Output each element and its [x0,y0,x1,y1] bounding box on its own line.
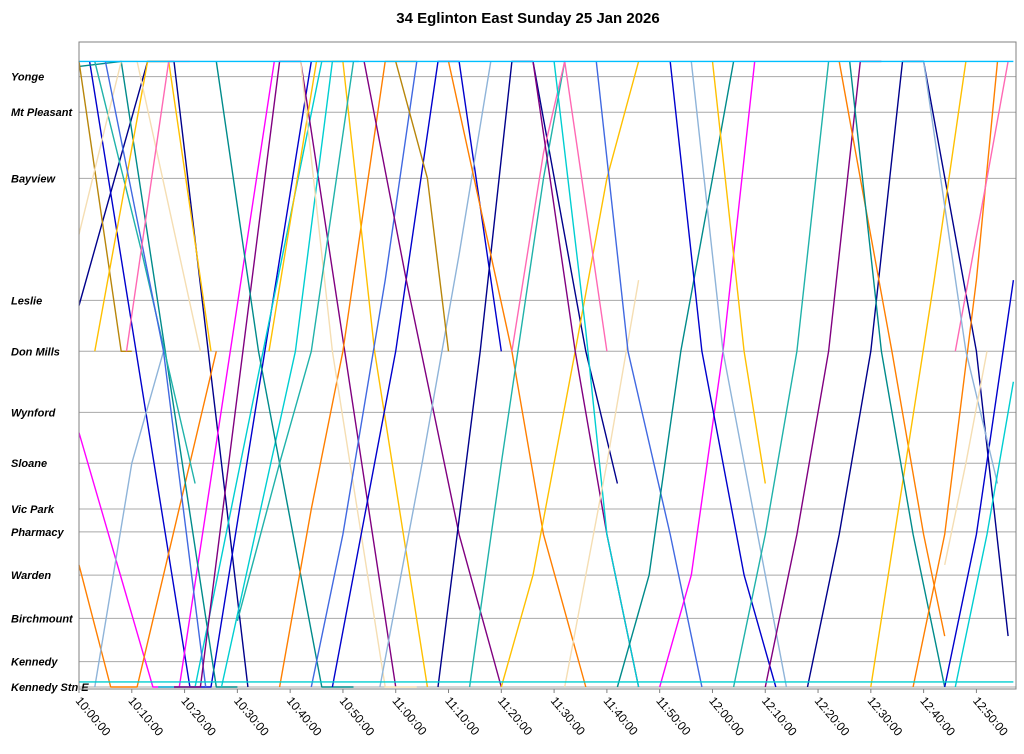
trip-line [94,61,196,484]
time-tick-label: 11:10:00 [442,694,482,738]
time-tick-label: 12:30:00 [865,694,906,739]
trip-line [215,61,354,688]
stop-label: Yonge [11,72,44,84]
stop-labels: Yonge Mt Pleasant Bayview Leslie Don Mills Wy… [11,72,89,694]
trip-line [922,61,999,484]
stop-label: Kennedy Stn E [11,682,89,694]
trip-line [690,61,788,688]
trip-line [669,61,777,688]
time-tick-label: 10:00:00 [73,694,114,739]
stop-label: Kennedy [11,657,58,669]
trip-line [564,279,640,688]
time-tick-label: 10:40:00 [284,694,325,739]
trip-line [395,61,450,352]
time-tick-label: 12:00:00 [706,694,747,739]
trip-line [300,61,417,688]
time-tick-label: 10:50:00 [337,694,378,739]
trip-line [806,60,1009,688]
trip-line [732,61,830,688]
stop-label: Don Mills [11,346,60,358]
stop-label: Leslie [11,295,42,307]
trip-line [310,61,418,688]
stop-label: Vic Park [11,504,55,516]
time-tick-label: 11:40:00 [601,694,641,738]
trip-line [94,351,165,688]
time-tick-label: 12:10:00 [759,694,800,739]
stop-label: Wynford [11,407,56,419]
trip-line [595,61,703,688]
stop-label: Pharmacy [11,527,64,539]
time-tick-label: 10:20:00 [178,694,219,739]
trip-line [954,381,1015,688]
time-axis-labels: 10:00:00 10:10:00 10:20:00 10:30:00 10:40:00… [73,689,1011,739]
time-tick-label: 12:40:00 [917,694,958,739]
trip-line [944,351,988,566]
time-tick-label: 11:00:00 [389,694,429,738]
trip-lines [78,60,1015,688]
trip-line [447,61,587,688]
trip-line [838,61,946,637]
trip-line [954,61,1009,352]
stop-label: Mt Pleasant [11,107,73,119]
trip-line [511,60,608,352]
time-tick-label: 12:20:00 [812,694,853,739]
trip-line [363,61,502,688]
trip-line [870,61,967,688]
trip-line [659,61,756,688]
trip-line [764,60,882,688]
stop-label: Birchmount [11,613,74,625]
trip-line [468,61,566,688]
stop-label: Warden [11,570,51,582]
plot-frame [78,41,1017,690]
time-tick-label: 10:10:00 [125,694,166,739]
time-tick-label: 10:30:00 [231,694,272,739]
trip-line [500,61,640,688]
trip-line [174,60,397,688]
time-tick-label: 11:20:00 [495,694,535,738]
trip-line [616,61,735,688]
trip-line [78,61,132,352]
stop-label: Sloane [11,458,47,470]
trip-line [379,61,492,688]
time-tick-label: 11:30:00 [548,694,588,738]
trip-line [553,61,640,688]
chart-title: 34 Eglinton East Sunday 25 Jan 2026 [396,10,659,27]
trip-line [912,61,999,688]
stop-label: Bayview [11,173,56,185]
time-tick-label: 11:50:00 [653,694,693,738]
trip-line [88,61,312,688]
trip-line [711,61,766,484]
stop-gridlines [79,76,1016,688]
time-tick-label: 12:50:00 [970,694,1011,739]
trip-line [236,61,355,622]
trip-line [944,279,1015,688]
trip-line [78,60,238,688]
trip-line [104,61,207,688]
trip-line [849,61,946,688]
trip-line [78,351,217,688]
